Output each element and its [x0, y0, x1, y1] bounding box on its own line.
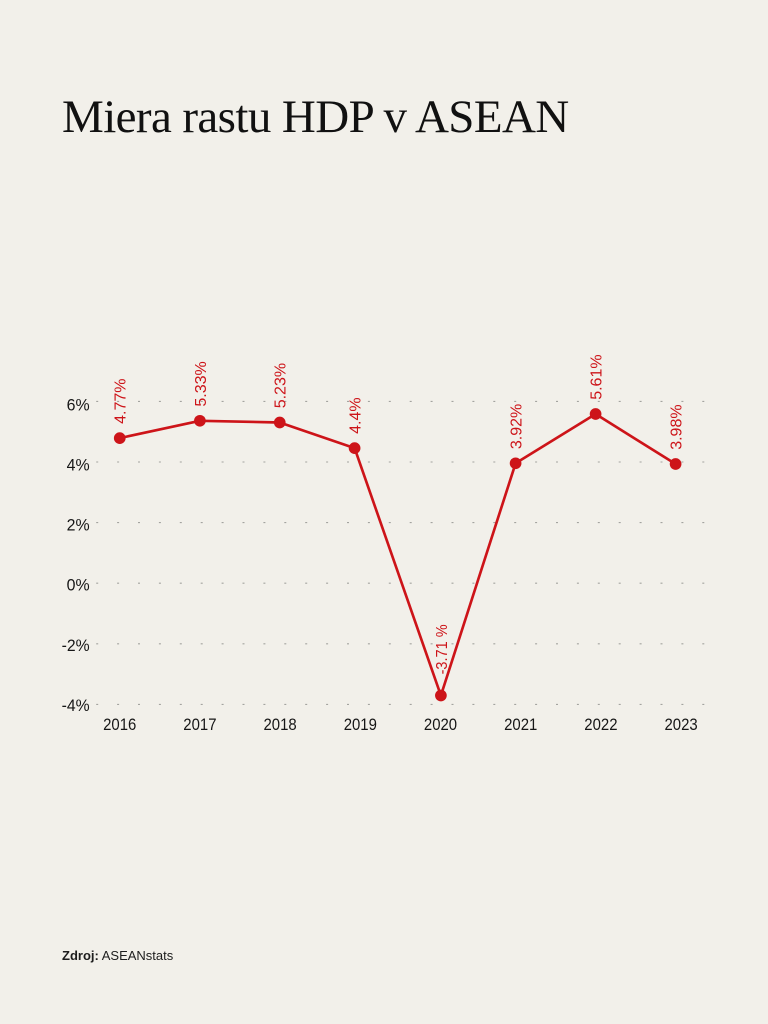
- svg-text:5.33%: 5.33%: [193, 361, 210, 406]
- svg-text:2023: 2023: [665, 716, 698, 734]
- svg-text:2018: 2018: [264, 716, 297, 734]
- svg-text:6%: 6%: [67, 396, 90, 414]
- svg-text:3.92%: 3.92%: [509, 404, 526, 449]
- svg-text:4.77%: 4.77%: [113, 379, 130, 424]
- svg-text:5.23%: 5.23%: [273, 363, 290, 408]
- svg-text:2020: 2020: [424, 716, 457, 734]
- svg-text:-2%: -2%: [62, 637, 90, 655]
- svg-text:-3.71 %: -3.71 %: [434, 624, 451, 674]
- svg-text:4%: 4%: [67, 457, 90, 475]
- svg-text:3.98%: 3.98%: [669, 404, 686, 449]
- svg-text:0%: 0%: [67, 577, 90, 595]
- svg-text:2021: 2021: [504, 716, 537, 734]
- svg-text:-4%: -4%: [62, 697, 90, 715]
- svg-text:2%: 2%: [67, 517, 90, 535]
- svg-text:5.61%: 5.61%: [589, 354, 606, 399]
- svg-text:2017: 2017: [183, 716, 216, 734]
- svg-text:4.4%: 4.4%: [348, 397, 365, 433]
- svg-text:2019: 2019: [344, 716, 377, 734]
- svg-text:2022: 2022: [584, 716, 617, 734]
- svg-text:2016: 2016: [103, 716, 136, 734]
